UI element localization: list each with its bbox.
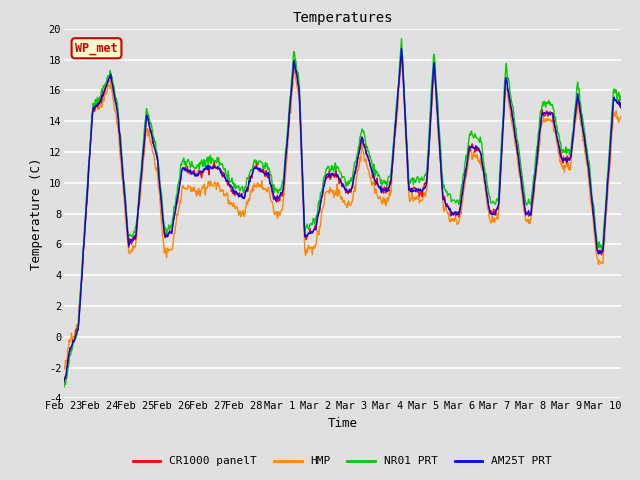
X-axis label: Time: Time: [328, 417, 357, 430]
CR1000 panelT: [244, 185, 252, 191]
AM25T PRT: [617, 105, 625, 110]
HMP: [310, 243, 317, 249]
Title: Temperatures: Temperatures: [292, 11, 393, 25]
Line: NR01 PRT: NR01 PRT: [64, 39, 621, 387]
HMP: [416, 198, 424, 204]
AM25T PRT: [415, 188, 423, 193]
CR1000 panelT: [166, 229, 174, 235]
CR1000 panelT: [386, 179, 394, 184]
Line: CR1000 panelT: CR1000 panelT: [64, 50, 621, 385]
AM25T PRT: [60, 378, 68, 384]
NR01 PRT: [166, 225, 174, 231]
CR1000 panelT: [309, 228, 317, 234]
NR01 PRT: [60, 384, 68, 390]
AM25T PRT: [397, 46, 405, 51]
CR1000 panelT: [415, 193, 423, 199]
CR1000 panelT: [502, 77, 509, 83]
HMP: [60, 365, 68, 371]
NR01 PRT: [617, 93, 625, 99]
HMP: [502, 85, 510, 91]
NR01 PRT: [415, 180, 423, 185]
AM25T PRT: [386, 183, 394, 189]
HMP: [61, 366, 68, 372]
NR01 PRT: [386, 173, 394, 179]
HMP: [617, 113, 625, 119]
Line: AM25T PRT: AM25T PRT: [64, 48, 621, 381]
Legend: CR1000 panelT, HMP, NR01 PRT, AM25T PRT: CR1000 panelT, HMP, NR01 PRT, AM25T PRT: [128, 452, 557, 471]
AM25T PRT: [309, 229, 317, 235]
Line: HMP: HMP: [64, 59, 621, 369]
AM25T PRT: [502, 76, 509, 82]
HMP: [387, 192, 394, 198]
NR01 PRT: [397, 36, 405, 42]
NR01 PRT: [502, 68, 509, 74]
NR01 PRT: [309, 216, 317, 222]
AM25T PRT: [166, 230, 174, 236]
HMP: [167, 246, 175, 252]
HMP: [245, 198, 253, 204]
Text: WP_met: WP_met: [75, 42, 118, 55]
Y-axis label: Temperature (C): Temperature (C): [30, 157, 43, 270]
AM25T PRT: [244, 182, 252, 188]
CR1000 panelT: [397, 48, 405, 53]
NR01 PRT: [244, 176, 252, 181]
CR1000 panelT: [60, 383, 68, 388]
HMP: [397, 56, 405, 62]
CR1000 panelT: [617, 100, 625, 106]
